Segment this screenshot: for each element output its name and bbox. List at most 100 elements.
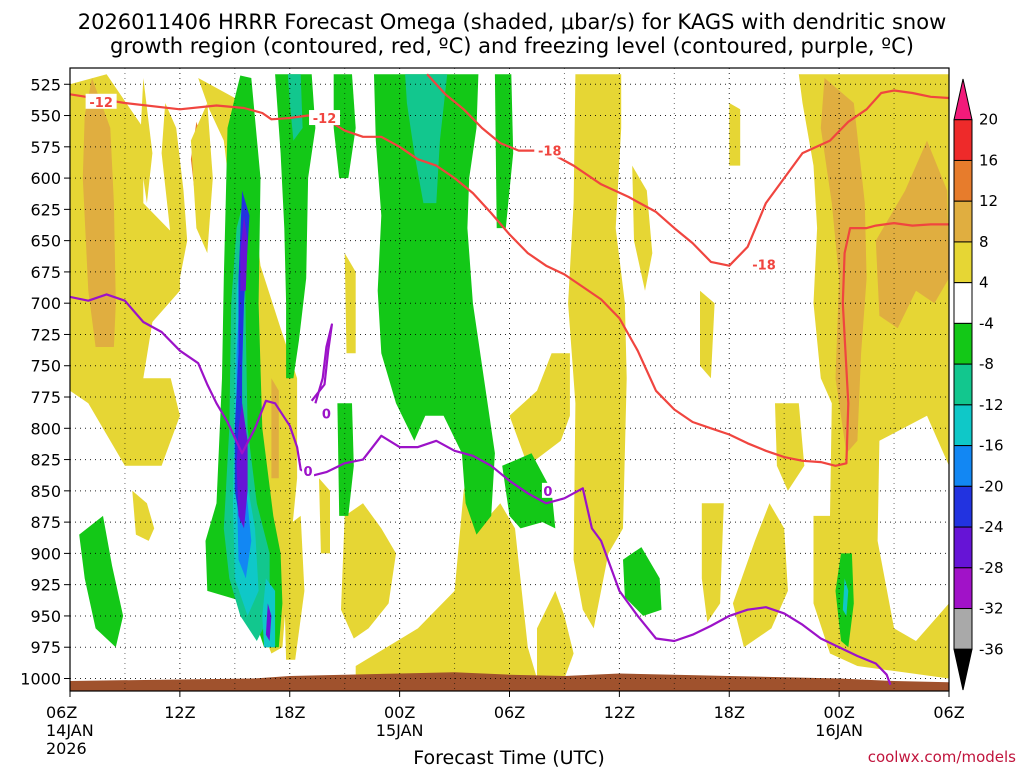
dgz-label-bg-2 — [534, 142, 566, 158]
y-tick-label-825: 825 — [30, 451, 61, 470]
colorbar-bin-11 — [953, 526, 973, 569]
dgz-label-bg-0 — [85, 93, 117, 109]
colorbar-label-3: 8 — [979, 233, 989, 251]
omega-region-19 — [701, 503, 724, 623]
y-tick-label-800: 800 — [30, 419, 61, 438]
omega-shading — [70, 74, 949, 679]
omega-region-45 — [79, 515, 124, 648]
colorbar-bin-7 — [953, 363, 973, 406]
dgz-label-bg-3 — [748, 256, 780, 272]
x-tick-date-42: 16JAN — [815, 721, 863, 740]
colorbar-bin-3 — [953, 200, 973, 243]
freezing-contours — [70, 293, 892, 686]
freezing-label-bg-2 — [541, 482, 554, 498]
colorbar-bin-4 — [953, 241, 973, 284]
omega-region-44 — [623, 547, 662, 616]
omega-region-36 — [275, 74, 316, 379]
freezing-label-bg-0 — [320, 405, 333, 421]
omega-region-38 — [333, 74, 356, 179]
x-tick-year-0: 2026 — [46, 739, 87, 758]
omega-region-2 — [161, 103, 188, 279]
y-tick-label-975: 975 — [30, 638, 61, 657]
freezing-label-2: 0 — [543, 485, 552, 500]
omega-region-24 — [875, 140, 949, 329]
omega-region-41 — [405, 74, 448, 204]
x-tick-label-18: 00Z — [384, 703, 415, 722]
colorbar-bottom-arrow — [953, 648, 973, 691]
y-tick-label-525: 525 — [30, 75, 61, 94]
y-axis: 525 550 575 600 625 650 675 700 725 750 775 800 825 8… — [20, 75, 70, 688]
x-axis-label: Forecast Time (UTC) — [413, 747, 604, 768]
omega-region-1 — [82, 78, 116, 347]
colorbar-bin-13 — [953, 608, 973, 650]
colorbar-label-4: 4 — [979, 274, 989, 292]
colorbar-bin-5 — [953, 282, 973, 324]
y-tick-label-575: 575 — [30, 138, 61, 157]
omega-region-43 — [502, 453, 556, 529]
dgz-label-3: -18 — [752, 258, 776, 273]
colorbar-label-9: -20 — [979, 477, 1004, 495]
y-tick-label-550: 550 — [30, 107, 61, 126]
freezing-contour-1 — [310, 323, 333, 404]
omega-region-18 — [729, 103, 741, 166]
dgz-contour-1 — [426, 73, 949, 267]
x-tick-date-18: 15JAN — [376, 721, 424, 740]
y-tick-label-675: 675 — [30, 263, 61, 282]
contour-labels: -12 -12 -18 -18 0 0 0 — [85, 93, 780, 500]
freezing-label-1: 0 — [304, 465, 313, 480]
omega-region-13 — [509, 353, 570, 466]
dgz-label-bg-1 — [309, 110, 341, 126]
colorbar-label-5: -4 — [979, 314, 994, 332]
omega-region-11 — [355, 490, 537, 679]
y-tick-label-775: 775 — [30, 388, 61, 407]
credit-text: coolwx.com/models — [868, 748, 1016, 766]
freezing-label-0: 0 — [322, 407, 331, 422]
x-tick-label-42: 00Z — [823, 703, 854, 722]
omega-region-17 — [700, 290, 715, 379]
colorbar: 20 16 12 8 4 -4 -8 -12 -16 -20 -24 -28 -32 -36 — [953, 78, 1004, 691]
y-tick-label-750: 750 — [30, 357, 61, 376]
x-tick-label-30: 12Z — [604, 703, 635, 722]
terrain-layer — [70, 672, 949, 691]
omega-region-21 — [775, 403, 805, 491]
omega-region-4 — [139, 78, 153, 204]
x-tick-label-6: 12Z — [164, 703, 195, 722]
colorbar-bin-8 — [953, 404, 973, 447]
omega-region-6 — [132, 490, 155, 541]
y-tick-label-650: 650 — [30, 232, 61, 251]
colorbar-bin-2 — [953, 159, 973, 202]
colorbar-label-2: 12 — [979, 192, 998, 210]
dgz-contour-0 — [70, 93, 949, 467]
y-tick-label-900: 900 — [30, 544, 61, 563]
colorbar-bin-1 — [953, 119, 973, 161]
omega-region-7 — [284, 515, 305, 660]
chart-title-line2: growth region (contoured, red, ºC) and f… — [110, 34, 914, 58]
omega-region-20 — [732, 503, 788, 648]
omega-region-40 — [374, 74, 495, 535]
colorbar-label-0: 20 — [979, 111, 998, 129]
y-tick-label-625: 625 — [30, 200, 61, 219]
omega-region-16 — [632, 165, 653, 291]
freezing-label-bg-1 — [302, 462, 315, 478]
colorbar-bin-12 — [953, 567, 973, 610]
colorbar-label-10: -24 — [979, 518, 1004, 536]
y-tick-label-1000: 1000 — [20, 669, 61, 688]
colorbar-bin-10 — [953, 485, 973, 528]
colorbar-bin-6 — [953, 322, 973, 365]
colorbar-label-13: -36 — [979, 640, 1004, 658]
omega-region-42 — [494, 74, 514, 229]
colorbar-top-arrow — [953, 78, 973, 121]
dgz-label-1: -12 — [313, 112, 337, 127]
x-tick-label-12: 18Z — [274, 703, 305, 722]
y-tick-label-600: 600 — [30, 169, 61, 188]
colorbar-label-8: -16 — [979, 437, 1004, 455]
y-tick-label-925: 925 — [30, 576, 61, 595]
terrain-ground — [70, 672, 949, 691]
y-tick-label-700: 700 — [30, 294, 61, 313]
omega-region-26 — [190, 103, 213, 254]
x-tick-label-24: 06Z — [494, 703, 525, 722]
y-tick-label-950: 950 — [30, 607, 61, 626]
omega-region-15 — [568, 74, 627, 629]
